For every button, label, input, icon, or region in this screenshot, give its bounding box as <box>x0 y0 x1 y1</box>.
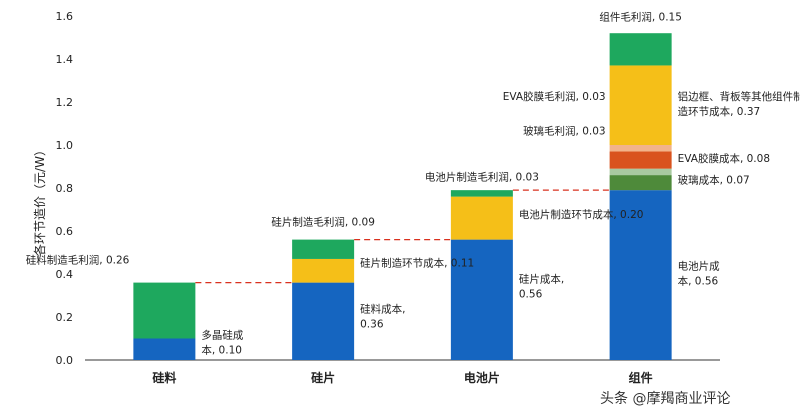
data-annotation: 铝边框、背板等其他组件制造环节成本, 0.37 <box>678 90 800 118</box>
bar-segment <box>292 239 355 259</box>
y-tick-label: 1.4 <box>56 53 74 66</box>
y-tick-label: 1.6 <box>56 10 74 23</box>
y-tick-label: 1.0 <box>56 139 74 152</box>
y-axis-label: 各环节造价（元/W） <box>32 144 47 256</box>
data-annotation: 硅料制造毛利润, 0.26 <box>26 253 130 266</box>
category-label: 硅料 <box>152 370 176 385</box>
watermark: 头条 @摩羯商业评论 <box>600 390 730 407</box>
data-annotation: 硅片成本, 0.56 <box>519 273 564 301</box>
annotations: 多晶硅成本, 0.10 硅料制造毛利润, 0.26 硅料成本, 0.36 硅片制造环节成… <box>26 10 800 356</box>
bar-segment <box>609 145 672 152</box>
bar-segment <box>609 33 672 66</box>
y-tick-label: 0.6 <box>56 225 74 238</box>
bar-segment <box>609 175 672 191</box>
bar-segment <box>292 282 355 360</box>
y-tick-label: 0.2 <box>56 311 74 324</box>
bar-segment <box>450 239 513 360</box>
y-axis-ticks: 0.0 0.2 0.4 0.6 0.8 1.0 1.2 1.4 1.6 <box>56 10 74 367</box>
data-annotation: 组件毛利润, 0.15 <box>599 10 682 23</box>
bar-segment <box>450 196 513 240</box>
data-annotation: 电池片制造毛利润, 0.03 <box>425 170 539 183</box>
bar-segment <box>609 65 672 145</box>
data-annotation: 多晶硅成本, 0.10 <box>201 329 243 357</box>
bar-segment <box>133 338 196 360</box>
category-label: 硅片 <box>311 370 335 385</box>
data-annotation: EVA胶膜毛利润, 0.03 <box>503 90 606 103</box>
y-tick-label: 0.8 <box>56 182 74 195</box>
category-labels: 硅料 硅片 电池片 组件 <box>152 370 652 385</box>
bar-segment <box>133 282 196 339</box>
data-annotation: 电池片制造环节成本, 0.20 <box>519 208 644 221</box>
bar-segment <box>450 190 513 197</box>
data-annotation: 电池片成本, 0.56 <box>678 260 720 288</box>
bar-segment <box>292 258 355 283</box>
data-annotation: EVA胶膜成本, 0.08 <box>678 152 770 165</box>
data-annotation: 硅片制造环节成本, 0.11 <box>360 256 474 269</box>
category-label: 电池片 <box>464 370 500 385</box>
bar-segment <box>609 168 672 176</box>
bars <box>133 33 672 360</box>
y-tick-label: 1.2 <box>56 96 74 109</box>
connectors <box>195 189 610 284</box>
y-tick-label: 0.0 <box>56 354 74 367</box>
category-label: 组件 <box>629 370 653 385</box>
bar-segment <box>609 190 672 360</box>
data-annotation: 硅料成本, 0.36 <box>360 303 405 331</box>
data-annotation: 玻璃成本, 0.07 <box>678 174 750 187</box>
bar-segment <box>609 151 672 169</box>
data-annotation: 硅片制造毛利润, 0.09 <box>271 216 375 229</box>
y-tick-label: 0.4 <box>56 268 74 281</box>
data-annotation: 玻璃毛利润, 0.03 <box>523 124 606 137</box>
